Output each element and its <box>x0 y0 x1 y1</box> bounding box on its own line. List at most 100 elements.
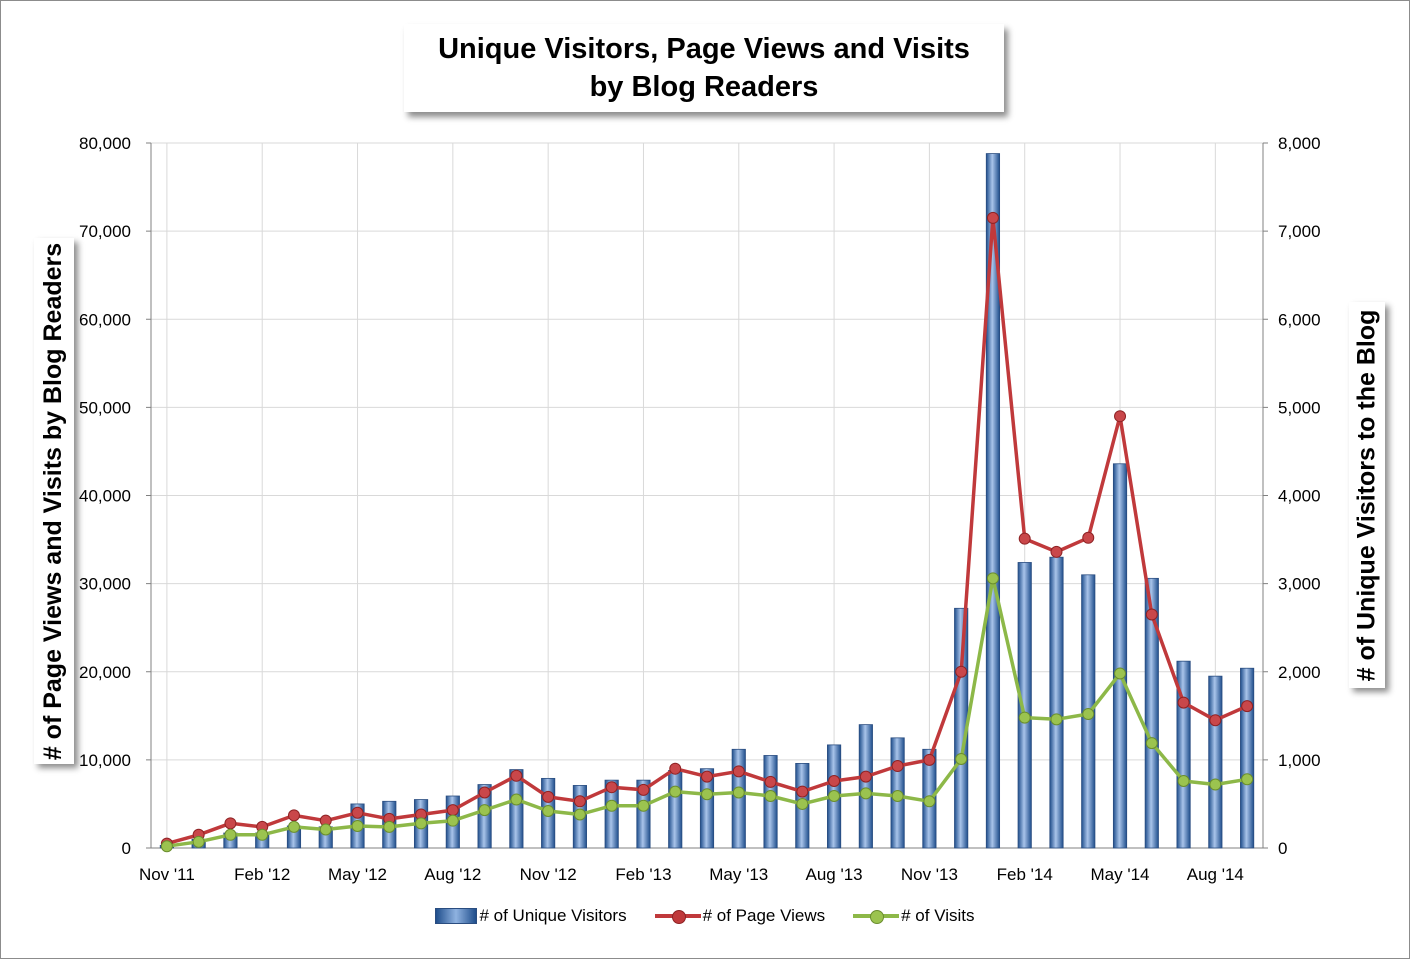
y-axis-right-label-box: # of Unique Visitors to the Blog <box>1349 302 1385 688</box>
x-tick-label: Feb '14 <box>997 865 1053 884</box>
x-tick-label: May '14 <box>1091 865 1150 884</box>
point-page-views <box>796 785 809 798</box>
point-visits <box>1050 713 1063 726</box>
point-page-views <box>732 765 745 778</box>
x-tick-label: Nov '13 <box>901 865 958 884</box>
point-page-views <box>859 770 872 783</box>
point-visits <box>383 820 396 833</box>
point-page-views <box>510 769 523 782</box>
bar-unique-visitors <box>699 768 715 849</box>
point-visits <box>224 828 237 841</box>
point-visits <box>605 799 618 812</box>
point-visits <box>828 790 841 803</box>
point-visits <box>669 785 682 798</box>
y-left-tick-label: 60,000 <box>79 310 131 329</box>
point-visits <box>478 804 491 817</box>
x-tick-label: May '12 <box>328 865 387 884</box>
y-right-tick-label: 1,000 <box>1278 751 1321 770</box>
bar-unique-visitors <box>1208 675 1223 849</box>
point-page-views <box>446 804 459 817</box>
bar-unique-visitors <box>509 769 524 849</box>
x-tick-label: Feb '12 <box>234 865 290 884</box>
point-visits <box>1114 667 1127 680</box>
chart-title-line-1: Unique Visitors, Page Views and Visits <box>438 33 970 65</box>
y-right-tick-label: 5,000 <box>1278 398 1321 417</box>
point-visits <box>510 793 523 806</box>
x-tick-label: Nov '11 <box>139 865 195 884</box>
point-visits <box>796 797 809 810</box>
point-visits <box>1177 775 1190 788</box>
point-visits <box>1082 708 1095 721</box>
y-right-tick-label: 8,000 <box>1278 134 1321 153</box>
point-visits <box>1145 737 1158 750</box>
y-left-tick-label: 50,000 <box>79 398 131 417</box>
point-visits <box>351 819 364 832</box>
point-page-views <box>351 806 364 819</box>
bar-unique-visitors <box>477 784 492 849</box>
bar-unique-visitors <box>1112 463 1128 849</box>
point-visits <box>415 817 428 830</box>
point-page-views <box>1018 532 1031 545</box>
bar-unique-visitors <box>1240 667 1255 849</box>
point-page-views <box>287 809 300 822</box>
y-left-tick-label: 30,000 <box>79 575 131 594</box>
bar-unique-visitors <box>1144 577 1159 849</box>
point-page-views <box>955 665 968 678</box>
x-tick-label: May '13 <box>709 865 768 884</box>
bar-unique-visitors <box>1176 660 1191 849</box>
y-left-tick-label: 20,000 <box>79 663 131 682</box>
y-right-tick-label: 6,000 <box>1278 310 1321 329</box>
point-visits <box>732 786 745 799</box>
point-page-views <box>669 762 682 775</box>
point-page-views <box>478 786 491 799</box>
line-layer <box>160 211 1254 853</box>
point-page-views <box>1050 545 1063 558</box>
point-visits <box>542 804 555 817</box>
bar-unique-visitors <box>858 724 873 849</box>
point-page-views <box>1209 714 1222 727</box>
y-left-tick-label: 70,000 <box>79 222 131 241</box>
point-page-views <box>986 211 999 224</box>
point-page-views <box>891 760 904 773</box>
point-visits <box>1018 711 1031 724</box>
point-visits <box>859 787 872 800</box>
chart-title: Unique Visitors, Page Views and Visits b… <box>404 24 1004 112</box>
bar-unique-visitors <box>1017 562 1032 849</box>
point-page-views <box>828 775 841 788</box>
point-visits <box>701 788 713 801</box>
point-visits <box>1241 773 1254 786</box>
legend-item-visits: # of Visits <box>853 906 975 926</box>
legend-label-unique-visitors: # of Unique Visitors <box>479 906 627 925</box>
y-right-tick-label: 2,000 <box>1278 663 1321 682</box>
bar-unique-visitors <box>604 779 619 849</box>
point-page-views <box>1082 531 1095 544</box>
chart-title-line-2: by Blog Readers <box>589 71 819 103</box>
point-page-views <box>542 790 555 803</box>
y-right-tick-label: 4,000 <box>1278 487 1321 506</box>
x-tick-label: Feb '13 <box>615 865 671 884</box>
bar-unique-visitors <box>731 748 746 849</box>
legend: # of Unique Visitors # of Page Views # o… <box>0 906 1410 926</box>
legend-swatch-bar <box>435 908 478 924</box>
point-visits <box>573 808 586 821</box>
point-visits <box>446 814 459 827</box>
point-page-views <box>605 781 618 794</box>
y-right-tick-label: 0 <box>1278 839 1287 858</box>
point-page-views <box>637 783 650 796</box>
point-page-views <box>1114 410 1127 423</box>
point-visits <box>891 790 904 803</box>
y-left-tick-label: 0 <box>122 839 131 858</box>
legend-label-page-views: # of Page Views <box>702 906 826 925</box>
point-visits <box>319 823 332 836</box>
point-page-views <box>573 795 586 808</box>
point-page-views <box>923 753 936 766</box>
point-visits <box>1209 778 1222 791</box>
point-page-views <box>701 770 713 783</box>
x-tick-label: Aug '13 <box>806 865 863 884</box>
x-tick-label: Nov '12 <box>520 865 577 884</box>
x-tick-label: Aug '14 <box>1187 865 1244 884</box>
point-visits <box>160 840 173 853</box>
point-visits <box>764 790 777 803</box>
point-page-views <box>764 775 777 788</box>
